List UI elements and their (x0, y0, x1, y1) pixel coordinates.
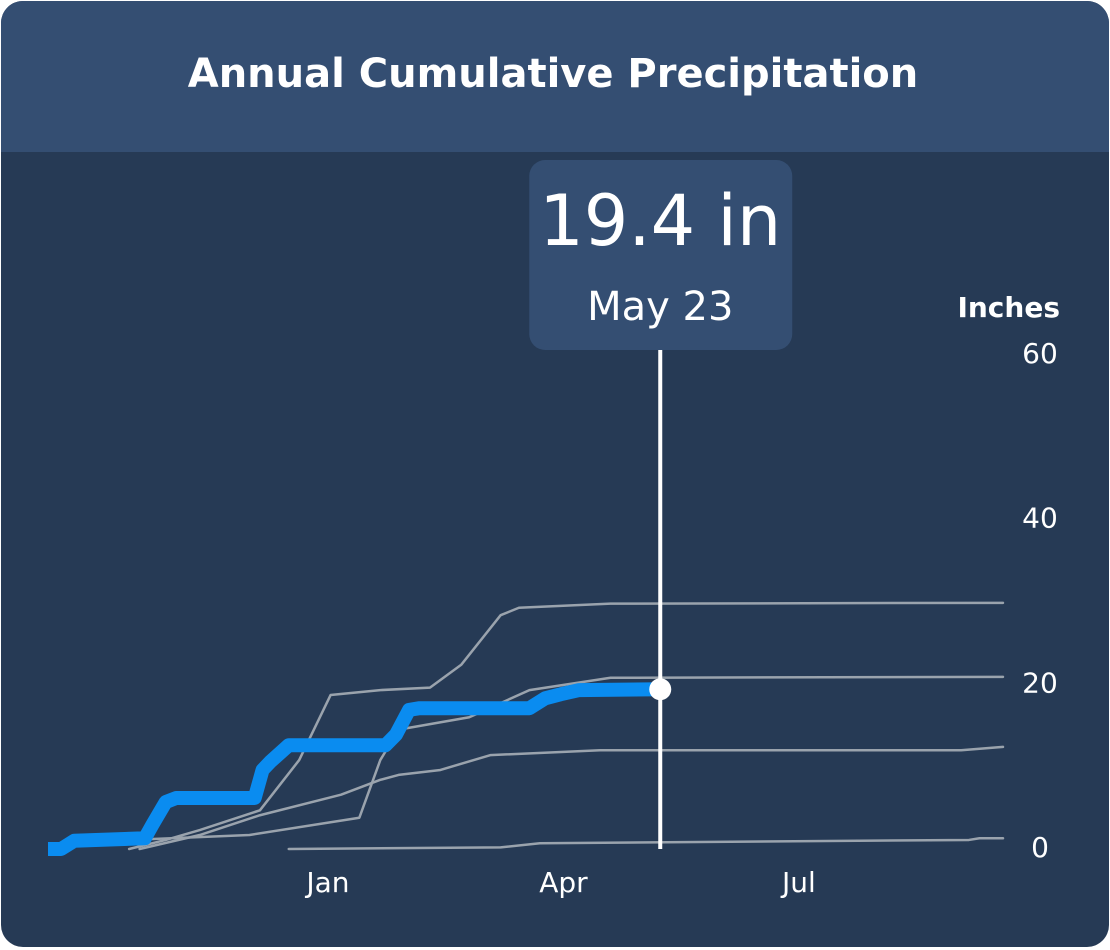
tooltip-box (529, 160, 793, 350)
y-tick-label: 20 (1022, 666, 1058, 699)
y-axis-label: Inches (957, 291, 1060, 324)
y-tick-label: 0 (1031, 831, 1049, 864)
series-line (48, 682, 661, 856)
series-line (287, 837, 1005, 851)
tooltip-value: 19.4 in (539, 180, 781, 262)
y-tick-label: 60 (1022, 337, 1058, 370)
chart-title: Annual Cumulative Precipitation (188, 51, 919, 97)
x-tick-label: Apr (539, 866, 588, 899)
x-tick-label: Jan (304, 866, 349, 899)
series-line (138, 745, 1005, 851)
x-tick-label: Jul (780, 866, 816, 899)
highlight-point (649, 678, 672, 701)
tooltip-date: May 23 (587, 284, 733, 330)
y-tick-label: 40 (1022, 502, 1058, 535)
header (1, 1, 1109, 152)
series-line (127, 601, 1005, 851)
plot: 0 20 40 60 Jan Apr Jul 19.4 in May 23 (48, 160, 1058, 899)
